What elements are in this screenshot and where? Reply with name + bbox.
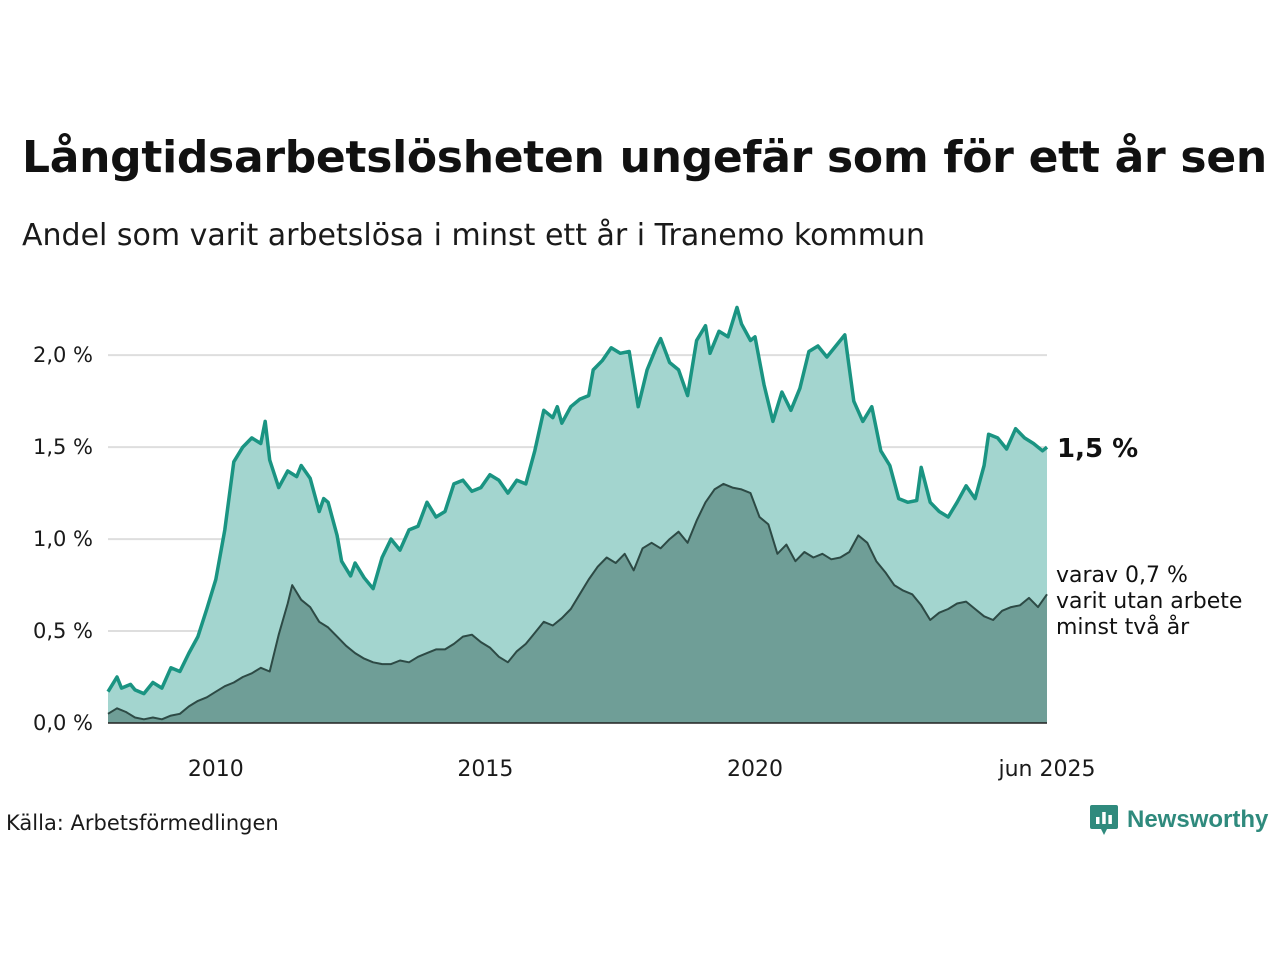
series-2-end-label-line: varav 0,7 % <box>1056 563 1188 588</box>
newsworthy-logo-icon <box>1090 805 1118 835</box>
x-tick-label: 2015 <box>457 757 513 782</box>
brand-name: Newsworthy <box>1127 806 1269 833</box>
series-areas <box>106 305 1049 723</box>
series-2-end-label-line: varit utan arbete <box>1056 589 1242 614</box>
chart-title: Långtidsarbetslösheten ungefär som för e… <box>22 132 1267 183</box>
brand-logo: Newsworthy <box>1089 802 1268 838</box>
x-tick-label: 2020 <box>727 757 783 782</box>
series-2-end-label-line: minst två år <box>1056 614 1190 640</box>
x-tick-label: jun 2025 <box>998 757 1096 782</box>
series-1-line <box>106 305 1049 696</box>
series-1-end-label: 1,5 % <box>1057 434 1138 464</box>
series-2-line <box>107 482 1048 721</box>
y-tick-label: 1,5 % <box>33 435 93 459</box>
axis-labels: 0,0 % 0,5 % 1,0 % 1,5 % 2,0 % 2010 2015 2020 jun… <box>33 343 1096 782</box>
area-chart: 0,0 % 0,5 % 1,0 % 1,5 % 2,0 % 2010 2015 2020 jun… <box>33 305 1242 782</box>
y-tick-label: 1,0 % <box>33 527 93 551</box>
series-2-area <box>108 483 1047 723</box>
y-tick-label: 2,0 % <box>33 343 93 367</box>
x-tick-label: 2010 <box>188 757 244 782</box>
chart-subtitle: Andel som varit arbetslösa i minst ett å… <box>22 218 925 253</box>
y-tick-label: 0,5 % <box>33 619 93 643</box>
y-tick-label: 0,0 % <box>33 711 93 735</box>
source-note: Källa: Arbetsförmedlingen <box>6 811 279 835</box>
